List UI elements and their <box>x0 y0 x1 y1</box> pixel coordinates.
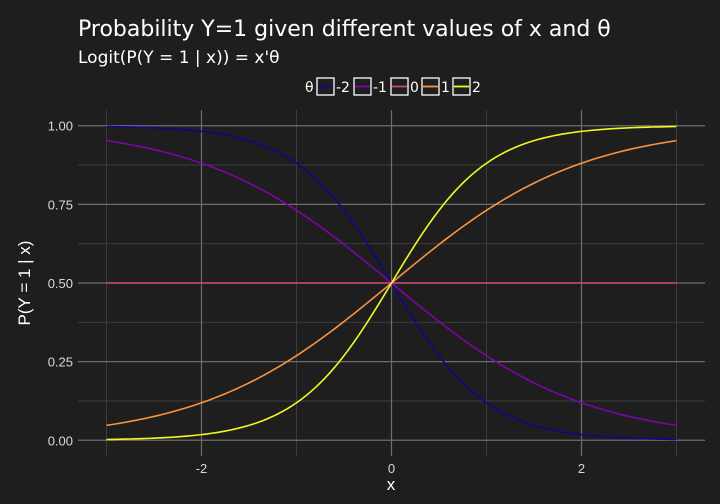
y-tick-label: 1.00 <box>48 119 73 134</box>
y-tick-label: 0.75 <box>48 197 73 212</box>
y-axis-title: P(Y = 1 | x) <box>15 241 34 326</box>
legend-label: -2 <box>336 80 350 96</box>
legend-label: 0 <box>410 80 419 96</box>
series-line-theta-2 <box>106 125 677 441</box>
x-axis-ticks: -2 0 2 <box>196 461 585 476</box>
legend-item-theta-0: 0 <box>390 77 419 96</box>
y-tick-label: 0.25 <box>48 355 73 370</box>
legend-key <box>316 77 335 96</box>
legend-key <box>353 77 372 96</box>
y-axis-ticks: 0.00 0.25 0.50 0.75 1.00 <box>48 119 73 449</box>
x-tick-label: 0 <box>388 461 395 476</box>
y-tick-label: 0.50 <box>48 276 73 291</box>
y-tick-label: 0.00 <box>48 433 73 448</box>
series-layer <box>106 125 677 441</box>
legend-key <box>452 77 471 96</box>
x-tick-label: -2 <box>196 461 208 476</box>
x-axis-title: x <box>387 475 396 494</box>
legend-item-theta--2: -2 <box>316 77 350 96</box>
legend-item-theta--1: -1 <box>353 77 387 96</box>
legend-item-theta-2: 2 <box>452 77 481 96</box>
legend-label: 1 <box>441 80 450 96</box>
legend-item-theta-1: 1 <box>421 77 450 96</box>
x-tick-label: 2 <box>578 461 585 476</box>
chart-title: Probability Y=1 given different values o… <box>78 17 611 42</box>
legend-key <box>421 77 440 96</box>
legend: θ -2 -1 0 1 2 <box>305 77 481 96</box>
legend-title: θ <box>305 80 314 96</box>
legend-label: -1 <box>373 80 387 96</box>
legend-label: 2 <box>472 80 481 96</box>
chart-subtitle: Logit(P(Y = 1 | x)) = x'θ <box>78 48 280 68</box>
legend-key <box>390 77 409 96</box>
